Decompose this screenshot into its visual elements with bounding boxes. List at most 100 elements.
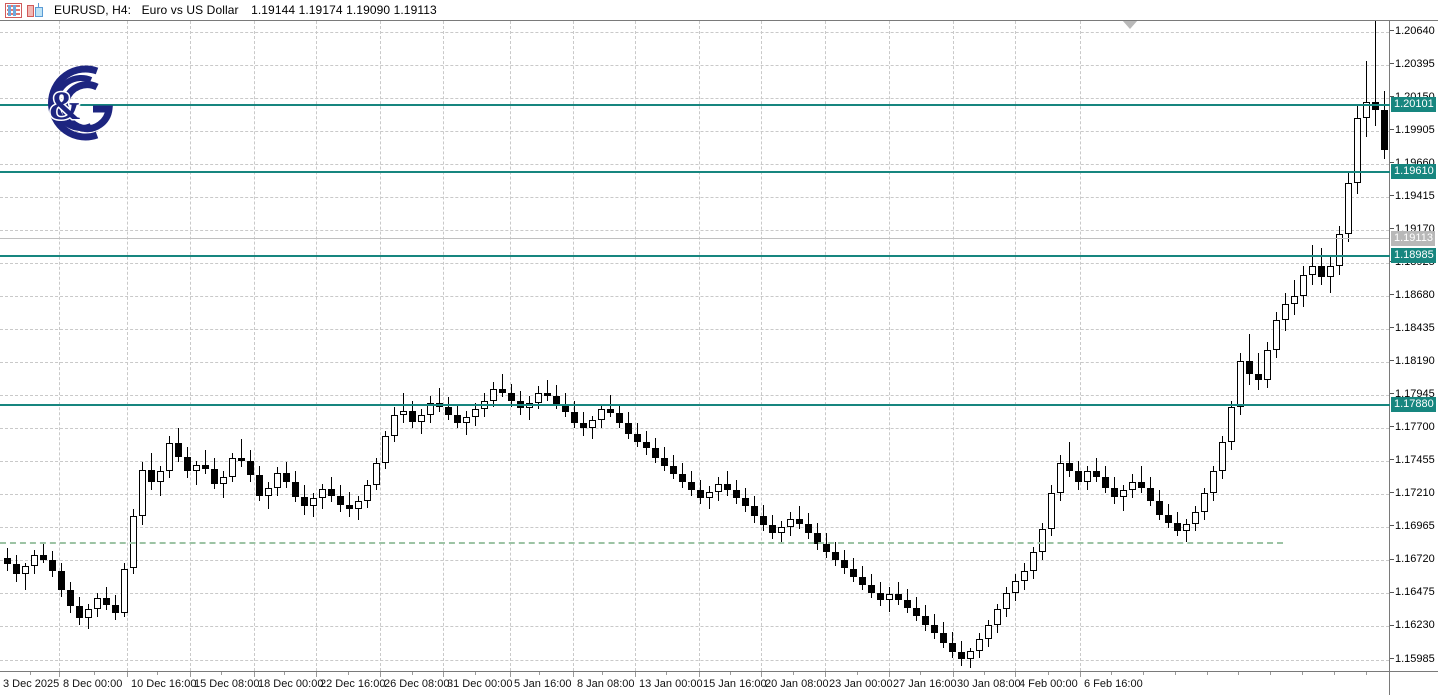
time-tick-minor [730,672,731,675]
candlestick [436,21,443,671]
candle-body [1309,266,1316,275]
candlestick [643,21,650,671]
candlestick [913,21,920,671]
candlestick [922,21,929,671]
price-level-line-resistance-3[interactable] [0,254,1389,257]
candle-body [769,525,776,534]
grid-line-horizontal [0,395,1389,397]
price-tick-label: 1.20150 [1390,91,1435,103]
candle-wick [610,394,611,418]
level-label-119610[interactable]: 1.19610 [1391,163,1436,179]
grid-line-horizontal [0,494,1389,496]
candlestick [958,21,965,671]
current-price-label[interactable]: 1.19113 [1391,230,1435,246]
candlestick [670,21,677,671]
level-label-118985[interactable]: 1.18985 [1391,247,1436,263]
candlestick [1147,21,1154,671]
candle-wick [1258,352,1259,391]
candle-body [643,441,650,449]
candlestick [346,21,353,671]
candle-body [895,594,902,600]
candlestick [868,21,875,671]
candle-wick [1123,484,1124,511]
candle-body [445,406,452,415]
candle-body [1255,374,1262,380]
time-tick [699,672,700,677]
time-tick-minor [157,672,158,675]
symbol-description-label: Euro vs US Dollar [141,3,239,17]
time-axis-label: 15 Dec 08:00 [194,678,260,690]
price-tick-label: 1.19170 [1390,224,1435,235]
price-axis[interactable]: 1.20640 1.20395 1.20150 1.19905 1.19660 1.194… [1384,0,1438,695]
candlestick [382,21,389,671]
broker-logo: & [25,57,121,149]
grid-line-vertical [953,21,954,671]
ohlc-values-label: 1.19144 1.19174 1.19090 1.19113 [251,3,437,17]
time-tick [825,672,826,677]
candle-body [175,443,182,457]
candlestick [1318,21,1325,671]
price-tick-label: 1.17945 [1390,389,1435,400]
candlestick [1093,21,1100,671]
candle-body [67,590,74,607]
grid-line-vertical [1080,21,1081,671]
candlestick [22,21,29,671]
candlestick [1048,21,1055,671]
level-label-117880[interactable]: 1.17880 [1391,396,1436,412]
candle-body [274,472,281,488]
candle-body [760,515,767,526]
price-level-line-pivot-dashed[interactable] [0,542,1283,545]
price-level-line-current-price[interactable] [0,237,1389,239]
candlestick [364,21,371,671]
candlestick-chart-icon[interactable] [27,2,44,18]
grid-line-horizontal [0,428,1389,430]
candle-body [499,389,506,394]
grid-line-vertical [127,21,128,671]
price-tick-label: 1.15985 [1390,653,1435,665]
candle-body [922,615,929,626]
candlestick [904,21,911,671]
grid-line-horizontal [0,230,1389,232]
candlestick [184,21,191,671]
time-axis-label: 23 Jan 00:00 [829,678,893,690]
candlestick [85,21,92,671]
candle-body [1075,471,1082,483]
candle-wick [529,395,530,421]
candlestick [562,21,569,671]
candlestick [355,21,362,671]
axis-corner [1389,671,1438,695]
price-level-line-support-1[interactable] [0,403,1389,406]
candlestick [652,21,659,671]
market-watch-icon[interactable] [5,2,22,18]
candlestick [607,21,614,671]
time-axis-label: 26 Dec 08:00 [384,678,450,690]
candlestick [337,21,344,671]
candlestick [256,21,263,671]
candlestick [1021,21,1028,671]
candle-body [346,505,353,510]
candle-body [490,389,497,402]
candlestick [688,21,695,671]
time-axis-label: 31 Dec 00:00 [447,678,513,690]
candle-wick [25,563,26,591]
candle-wick [439,387,440,413]
candlestick [1138,21,1145,671]
chart-plot-area[interactable]: & [0,21,1389,671]
time-axis[interactable]: 3 Dec 2025 8 Dec 00:00 10 Dec 16:00 15 Dec … [0,671,1389,695]
candle-wick [1375,21,1376,127]
time-axis-label: 13 Jan 00:00 [639,678,703,690]
price-level-line-resistance-2[interactable] [0,170,1389,173]
grid-line-vertical [889,21,890,671]
candle-body [400,410,407,415]
candlestick [598,21,605,671]
grid-line-horizontal [0,560,1389,562]
time-tick-minor [1207,672,1208,675]
candle-body [1264,350,1271,380]
price-level-line-resistance-1[interactable] [0,104,1389,107]
candlestick [319,21,326,671]
candle-body [535,393,542,403]
candle-body [1381,110,1388,151]
grid-line-vertical [380,21,381,671]
candle-body [247,460,254,476]
level-label-120101[interactable]: 1.20101 [1391,97,1436,113]
